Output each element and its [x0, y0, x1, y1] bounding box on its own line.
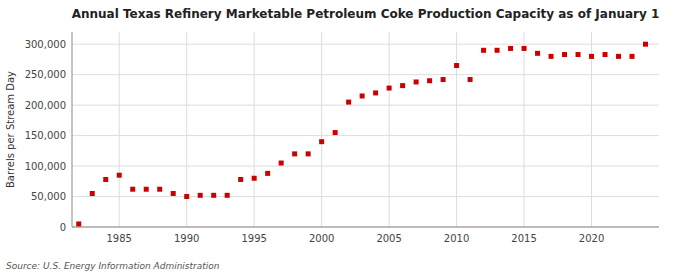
point	[508, 46, 513, 51]
point	[319, 139, 324, 144]
x-tick-label: 2005	[376, 233, 401, 244]
point	[495, 48, 500, 53]
y-grid-line	[72, 74, 659, 75]
point	[306, 151, 311, 156]
point	[90, 191, 95, 196]
point	[400, 83, 405, 88]
x-grid-line	[524, 32, 525, 227]
point	[292, 151, 297, 156]
point	[373, 90, 378, 95]
point	[265, 171, 270, 176]
y-grid-line	[72, 227, 659, 228]
point	[130, 187, 135, 192]
point	[454, 63, 459, 68]
source-note: Source: U.S. Energy Information Administ…	[6, 261, 220, 271]
point	[441, 77, 446, 82]
y-tick-label: 300,000	[25, 39, 66, 50]
point	[468, 77, 473, 82]
point	[211, 193, 216, 198]
chart: Annual Texas Refinery Marketable Petrole…	[0, 0, 675, 275]
y-tick-label: 50,000	[31, 191, 66, 202]
point	[576, 52, 581, 57]
y-tick-label: 150,000	[25, 130, 66, 141]
point	[225, 193, 230, 198]
y-tick-label: 100,000	[25, 161, 66, 172]
point	[549, 54, 554, 59]
point	[346, 100, 351, 105]
point	[360, 93, 365, 98]
x-tick-label: 2020	[579, 233, 604, 244]
axes: 0 50,000 100,000 150,000 200,000 250,000 300,0…	[25, 32, 659, 244]
y-grid-line	[72, 166, 659, 167]
point	[481, 48, 486, 53]
x-tick-label: 2010	[444, 233, 469, 244]
y-grid-line	[72, 44, 659, 45]
x-tick-label: 1995	[241, 233, 266, 244]
x-grid-line	[254, 32, 255, 227]
point	[184, 194, 189, 199]
y-axis-label: Barrels per Stream Day	[5, 71, 16, 188]
y-axis-line	[72, 32, 73, 227]
x-grid-line	[389, 32, 390, 227]
grid	[72, 32, 659, 227]
x-tick-label: 2000	[309, 233, 334, 244]
point	[103, 177, 108, 182]
x-grid-line	[119, 32, 120, 227]
point	[535, 51, 540, 56]
y-tick-label: 250,000	[25, 69, 66, 80]
points	[76, 42, 648, 227]
point	[630, 54, 635, 59]
y-grid-line	[72, 105, 659, 106]
point	[333, 130, 338, 135]
x-tick-label: 1990	[174, 233, 199, 244]
point	[171, 191, 176, 196]
point	[279, 161, 284, 166]
x-axis-line	[72, 227, 659, 228]
y-tick-label: 200,000	[25, 100, 66, 111]
point	[562, 52, 567, 57]
point	[414, 79, 419, 84]
point	[387, 86, 392, 91]
point	[427, 78, 432, 83]
point	[76, 221, 81, 226]
x-tick-label: 1985	[107, 233, 132, 244]
point	[616, 54, 621, 59]
point	[522, 46, 527, 51]
x-grid-line	[591, 32, 592, 227]
point	[238, 177, 243, 182]
point	[198, 193, 203, 198]
point	[144, 187, 149, 192]
x-grid-line	[456, 32, 457, 227]
x-tick-label: 2015	[511, 233, 536, 244]
point	[603, 52, 608, 57]
y-grid-line	[72, 196, 659, 197]
point	[643, 42, 648, 47]
point	[117, 173, 122, 178]
title: Annual Texas Refinery Marketable Petrole…	[72, 7, 660, 21]
point	[157, 187, 162, 192]
x-grid-line	[321, 32, 322, 227]
point	[252, 176, 257, 181]
y-grid-line	[72, 135, 659, 136]
point	[589, 54, 594, 59]
y-tick-label: 0	[60, 222, 66, 233]
